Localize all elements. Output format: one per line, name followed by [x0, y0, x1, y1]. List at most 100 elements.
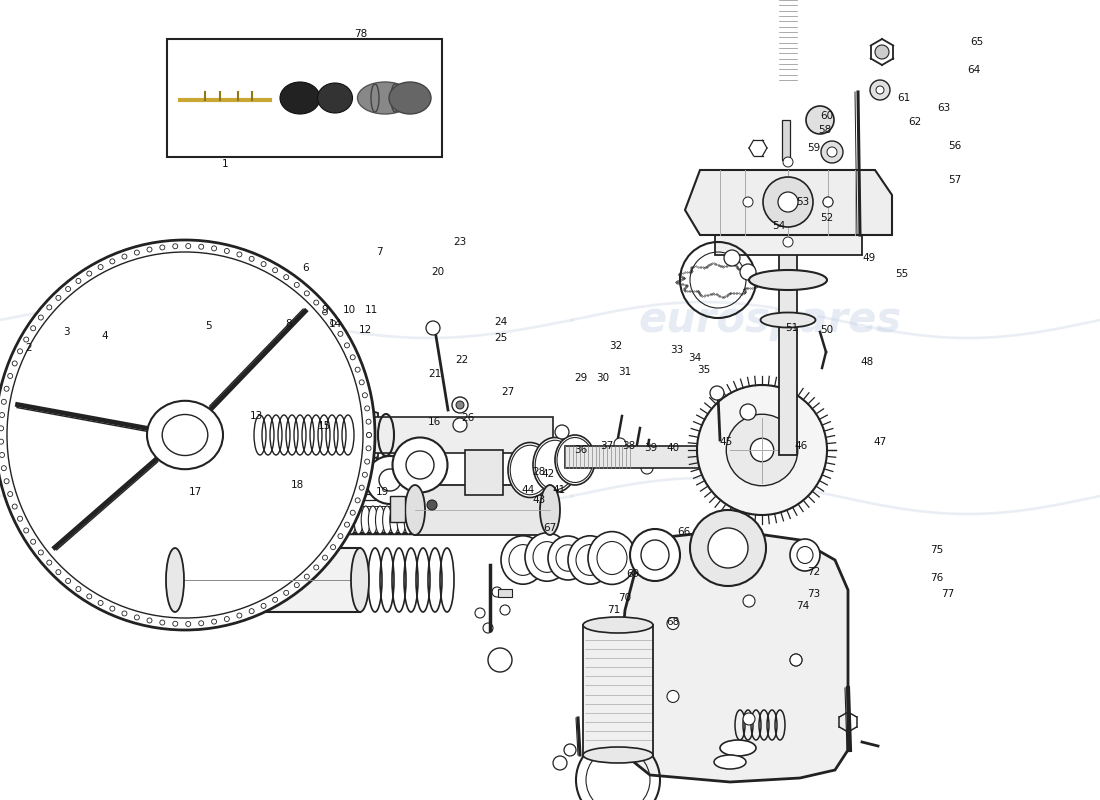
Text: 18: 18: [290, 480, 304, 490]
Circle shape: [453, 418, 468, 432]
Ellipse shape: [346, 506, 356, 534]
Text: 55: 55: [895, 269, 909, 278]
Circle shape: [726, 414, 798, 486]
Circle shape: [331, 320, 335, 326]
Text: 19: 19: [376, 487, 389, 497]
Text: 12: 12: [359, 325, 372, 334]
Circle shape: [224, 249, 229, 254]
Circle shape: [8, 491, 13, 497]
Circle shape: [273, 598, 277, 602]
Text: 16: 16: [428, 418, 441, 427]
Text: 31: 31: [618, 367, 631, 377]
Text: 39: 39: [645, 443, 658, 453]
Circle shape: [236, 613, 242, 618]
Circle shape: [56, 295, 60, 300]
Text: 17: 17: [189, 487, 202, 497]
Circle shape: [31, 539, 35, 544]
Ellipse shape: [630, 529, 680, 581]
Circle shape: [740, 404, 756, 420]
Polygon shape: [715, 232, 862, 255]
Text: 51: 51: [785, 323, 799, 333]
Circle shape: [564, 744, 576, 756]
Text: 11: 11: [365, 306, 378, 315]
Text: 49: 49: [862, 253, 876, 262]
Text: 71: 71: [607, 605, 620, 614]
Circle shape: [18, 349, 22, 354]
Ellipse shape: [500, 536, 544, 584]
Ellipse shape: [568, 536, 612, 584]
Circle shape: [360, 380, 364, 385]
Circle shape: [249, 609, 254, 614]
Text: 52: 52: [821, 213, 834, 222]
Text: 22: 22: [455, 355, 469, 365]
Ellipse shape: [509, 545, 537, 575]
Text: 27: 27: [502, 387, 515, 397]
Ellipse shape: [508, 442, 552, 498]
Circle shape: [708, 528, 748, 568]
Ellipse shape: [261, 506, 271, 534]
Circle shape: [322, 555, 328, 560]
Circle shape: [350, 510, 355, 515]
Ellipse shape: [411, 506, 420, 534]
Circle shape: [360, 485, 364, 490]
Circle shape: [186, 622, 190, 626]
Circle shape: [305, 291, 309, 296]
Circle shape: [742, 713, 755, 725]
Ellipse shape: [540, 485, 560, 535]
Text: 26: 26: [461, 413, 474, 422]
Circle shape: [173, 244, 178, 249]
Circle shape: [1, 466, 7, 470]
Ellipse shape: [18, 424, 38, 446]
Circle shape: [66, 286, 70, 291]
Circle shape: [724, 250, 740, 266]
Circle shape: [690, 510, 766, 586]
Text: 53: 53: [796, 197, 810, 206]
Text: 65: 65: [970, 37, 983, 46]
Circle shape: [186, 243, 190, 249]
Text: 60: 60: [821, 111, 834, 121]
Ellipse shape: [393, 438, 448, 493]
Text: 68: 68: [667, 618, 680, 627]
Circle shape: [98, 265, 103, 270]
Circle shape: [249, 256, 254, 262]
Ellipse shape: [246, 506, 256, 534]
Circle shape: [697, 385, 827, 515]
Ellipse shape: [703, 535, 748, 581]
Ellipse shape: [790, 539, 820, 571]
Circle shape: [632, 450, 644, 462]
Circle shape: [56, 570, 60, 574]
Ellipse shape: [760, 313, 815, 327]
Bar: [779, 200, 798, 455]
Circle shape: [553, 756, 566, 770]
Ellipse shape: [389, 506, 399, 534]
Text: 78: 78: [354, 29, 367, 38]
Text: 23: 23: [453, 237, 466, 246]
Text: 3: 3: [63, 327, 69, 337]
Ellipse shape: [318, 83, 352, 113]
Circle shape: [366, 419, 371, 424]
Circle shape: [261, 262, 266, 266]
Circle shape: [12, 504, 18, 509]
Ellipse shape: [556, 435, 595, 485]
Bar: [498, 589, 512, 597]
Circle shape: [710, 386, 724, 400]
Circle shape: [122, 254, 127, 259]
Circle shape: [0, 413, 4, 418]
Circle shape: [362, 393, 367, 398]
Circle shape: [263, 500, 313, 550]
Text: 67: 67: [543, 523, 557, 533]
Text: 58: 58: [818, 125, 832, 134]
Ellipse shape: [583, 747, 653, 763]
Circle shape: [870, 80, 890, 100]
Circle shape: [199, 244, 204, 250]
Ellipse shape: [418, 506, 428, 534]
Circle shape: [372, 474, 384, 486]
Circle shape: [783, 237, 793, 247]
Ellipse shape: [397, 506, 406, 534]
Ellipse shape: [47, 415, 77, 449]
Circle shape: [211, 619, 217, 624]
Bar: [415, 485, 550, 535]
Ellipse shape: [548, 536, 588, 580]
Circle shape: [806, 106, 834, 134]
Ellipse shape: [749, 270, 827, 290]
